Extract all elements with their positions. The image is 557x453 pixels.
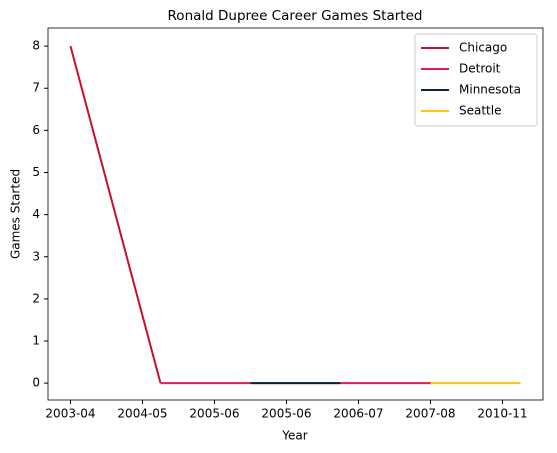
legend-box [414, 33, 538, 127]
y-tick-label: 3 [32, 249, 40, 263]
y-tick-label: 2 [32, 291, 40, 305]
line-series [69, 45, 162, 384]
y-tick-label: 6 [32, 123, 40, 137]
x-tick-label: 2003-04 [45, 407, 95, 421]
y-tick-label: 4 [32, 207, 40, 221]
chart-title: Ronald Dupree Career Games Started [168, 8, 423, 24]
x-tick-label: 2005-06 [261, 407, 311, 421]
x-tick-label: 2004-05 [117, 407, 167, 421]
y-tick-label: 8 [32, 39, 40, 53]
legend-label: Minnesota [459, 83, 521, 97]
y-tick-label: 5 [32, 165, 40, 179]
x-tick-label: 2006-07 [333, 407, 383, 421]
plot-frame [47, 27, 544, 401]
y-tick-label: 1 [32, 334, 40, 348]
legend-label: Seattle [459, 104, 501, 118]
y-axis-label: Games Started [9, 169, 23, 259]
x-axis-label: Year [281, 429, 307, 443]
x-tick-label: 2005-06 [189, 407, 239, 421]
legend-label: Chicago [459, 41, 507, 55]
x-tick-label: 2010-11 [477, 407, 527, 421]
y-tick-label: 0 [32, 376, 40, 390]
x-tick-label: 2007-08 [405, 407, 455, 421]
y-tick-label: 7 [32, 81, 40, 95]
legend-label: Detroit [459, 62, 501, 76]
